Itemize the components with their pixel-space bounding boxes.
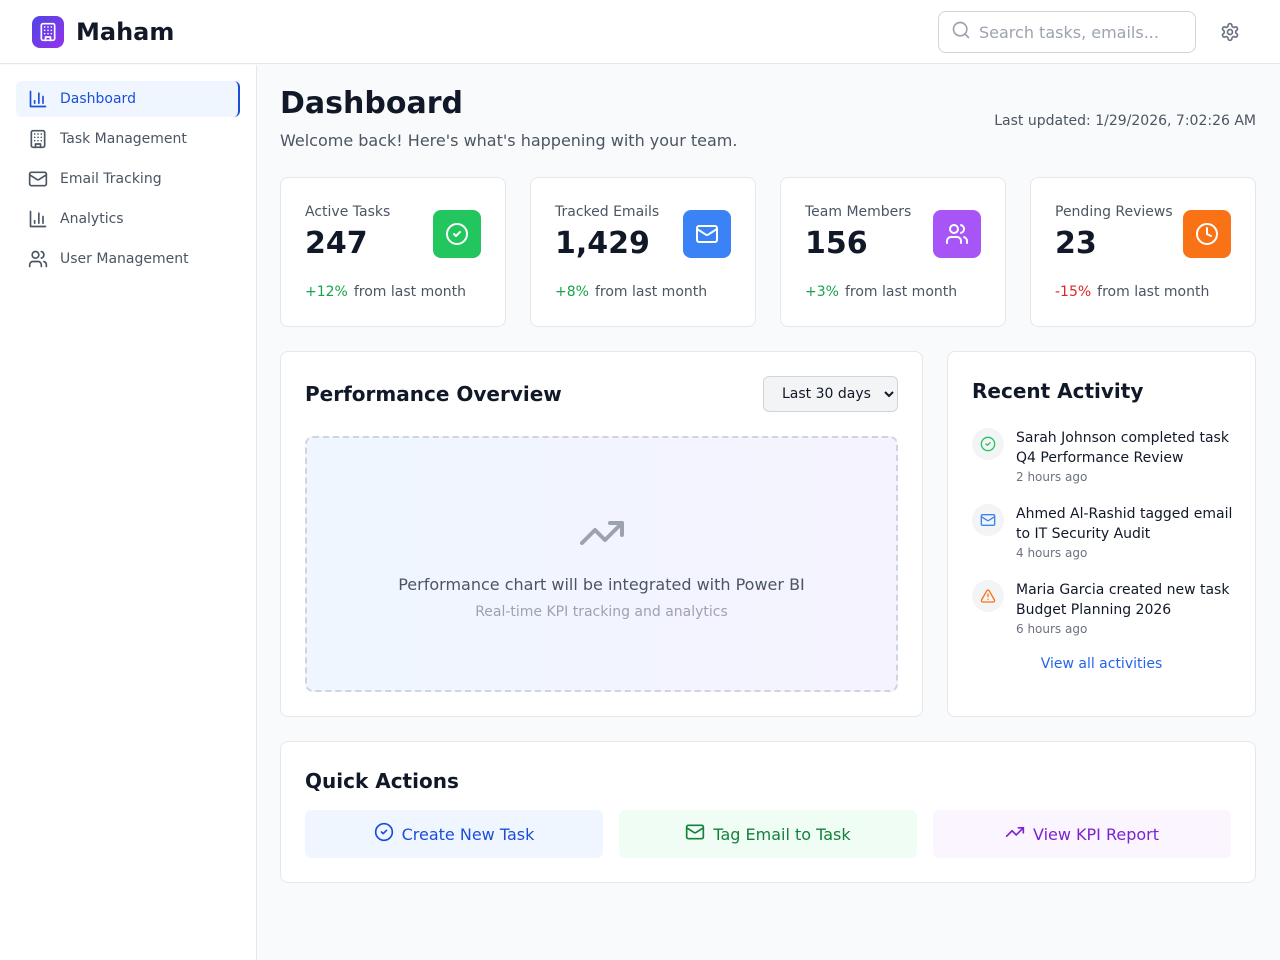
bar-chart-icon	[28, 89, 48, 109]
activity-item[interactable]: Maria Garcia created new task Budget Pla…	[972, 580, 1236, 636]
sidebar: Dashboard Task Management Email Tracking…	[0, 65, 257, 960]
activity-body: Ahmed Al-Rashid tagged email to IT Secur…	[1016, 504, 1236, 560]
mail-icon	[28, 169, 48, 189]
stat-change-value: +12%	[305, 284, 348, 300]
alert-triangle-icon	[972, 580, 1004, 612]
sidebar-item-label: Task Management	[60, 131, 187, 147]
stat-change-suffix: from last month	[844, 284, 958, 300]
trending-up-icon	[578, 509, 626, 561]
clock-icon	[1183, 210, 1231, 258]
trending-up-icon	[1005, 822, 1025, 846]
stat-change-value: -15%	[1055, 284, 1092, 300]
search-box[interactable]	[938, 11, 1196, 53]
sidebar-item-task-management[interactable]: Task Management	[16, 121, 240, 157]
sidebar-item-user-management[interactable]: User Management	[16, 241, 240, 277]
building-icon	[28, 129, 48, 149]
view-kpi-report-button[interactable]: View KPI Report	[933, 810, 1231, 858]
search-input[interactable]	[979, 22, 1179, 42]
stat-change: -15% from last month	[1055, 284, 1209, 300]
stat-card-active-tasks: Active Tasks 247 +12% from last month	[280, 177, 506, 327]
stat-value: 23	[1055, 226, 1097, 261]
activity-time: 6 hours ago	[1016, 622, 1088, 636]
last-updated: Last updated: 1/29/2026, 7:02:26 AM	[994, 113, 1256, 129]
page-title: Dashboard	[280, 86, 463, 121]
stat-label: Team Members	[805, 204, 912, 220]
quick-actions-panel: Quick Actions Create New Task Tag Email …	[280, 741, 1256, 883]
stat-label: Active Tasks	[305, 204, 391, 220]
mail-icon	[685, 822, 705, 846]
building-icon	[32, 16, 64, 48]
date-range-select[interactable]: Last 30 days	[763, 376, 898, 412]
button-label: Create New Task	[401, 824, 535, 844]
check-circle-icon	[374, 822, 394, 846]
search-icon	[951, 20, 971, 44]
mail-icon	[972, 504, 1004, 536]
sidebar-item-label: Email Tracking	[60, 171, 162, 187]
chart-placeholder-text: Performance chart will be integrated wit…	[398, 574, 805, 594]
create-new-task-button[interactable]: Create New Task	[305, 810, 603, 858]
activity-time: 4 hours ago	[1016, 546, 1088, 560]
stat-value: 1,429	[555, 226, 650, 261]
performance-title: Performance Overview	[305, 382, 562, 406]
activity-text: Maria Garcia created new task Budget Pla…	[1016, 582, 1230, 618]
top-header: Maham	[0, 0, 1280, 64]
brand[interactable]: Maham	[32, 16, 174, 48]
check-circle-icon	[972, 428, 1004, 460]
stat-card-team-members: Team Members 156 +3% from last month	[780, 177, 1006, 327]
quick-actions-title: Quick Actions	[305, 769, 459, 793]
sidebar-item-label: User Management	[60, 251, 189, 267]
tag-email-to-task-button[interactable]: Tag Email to Task	[619, 810, 917, 858]
recent-activity-panel: Recent Activity Sarah Johnson completed …	[947, 351, 1256, 717]
sidebar-item-label: Dashboard	[60, 91, 136, 107]
chart-placeholder-subtext: Real-time KPI tracking and analytics	[475, 603, 728, 620]
gear-icon[interactable]	[1218, 20, 1242, 44]
stat-change-value: +3%	[805, 284, 839, 300]
activity-text: Ahmed Al-Rashid tagged email to IT Secur…	[1016, 506, 1233, 542]
performance-panel: Performance Overview Last 30 days Perfor…	[280, 351, 923, 717]
stat-label: Tracked Emails	[555, 204, 660, 220]
sidebar-item-dashboard[interactable]: Dashboard	[16, 81, 240, 117]
stat-change: +12% from last month	[305, 284, 466, 300]
page-subtitle: Welcome back! Here's what's happening wi…	[280, 131, 738, 150]
users-icon	[933, 210, 981, 258]
sidebar-item-email-tracking[interactable]: Email Tracking	[16, 161, 240, 197]
button-label: View KPI Report	[1032, 824, 1160, 844]
stat-change-suffix: from last month	[1097, 284, 1210, 300]
activity-item[interactable]: Ahmed Al-Rashid tagged email to IT Secur…	[972, 504, 1236, 560]
activity-text: Sarah Johnson completed task Q4 Performa…	[1016, 430, 1229, 466]
view-all-activities-link[interactable]: View all activities	[1040, 656, 1163, 672]
stat-change: +8% from last month	[555, 284, 707, 300]
activity-item[interactable]: Sarah Johnson completed task Q4 Performa…	[972, 428, 1236, 484]
users-icon	[28, 249, 48, 269]
activity-body: Maria Garcia created new task Budget Pla…	[1016, 580, 1236, 636]
stat-change-suffix: from last month	[353, 284, 467, 300]
stat-label: Pending Reviews	[1055, 204, 1173, 220]
sidebar-item-analytics[interactable]: Analytics	[16, 201, 240, 237]
stat-card-tracked-emails: Tracked Emails 1,429 +8% from last month	[530, 177, 756, 327]
app-name: Maham	[76, 18, 175, 46]
activity-time: 2 hours ago	[1016, 470, 1088, 484]
button-label: Tag Email to Task	[713, 824, 851, 844]
check-circle-icon	[433, 210, 481, 258]
sidebar-item-label: Analytics	[60, 211, 124, 227]
stat-change-value: +8%	[555, 284, 589, 300]
stat-card-pending-reviews: Pending Reviews 23 -15% from last month	[1030, 177, 1256, 327]
bar-chart-icon	[28, 209, 48, 229]
stat-change-suffix: from last month	[594, 284, 708, 300]
stat-value: 156	[805, 226, 868, 261]
chart-placeholder: Performance chart will be integrated wit…	[305, 436, 898, 692]
mail-icon	[683, 210, 731, 258]
activity-body: Sarah Johnson completed task Q4 Performa…	[1016, 428, 1236, 484]
recent-activity-title: Recent Activity	[972, 379, 1144, 403]
stat-change: +3% from last month	[805, 284, 957, 300]
stat-value: 247	[305, 226, 368, 261]
